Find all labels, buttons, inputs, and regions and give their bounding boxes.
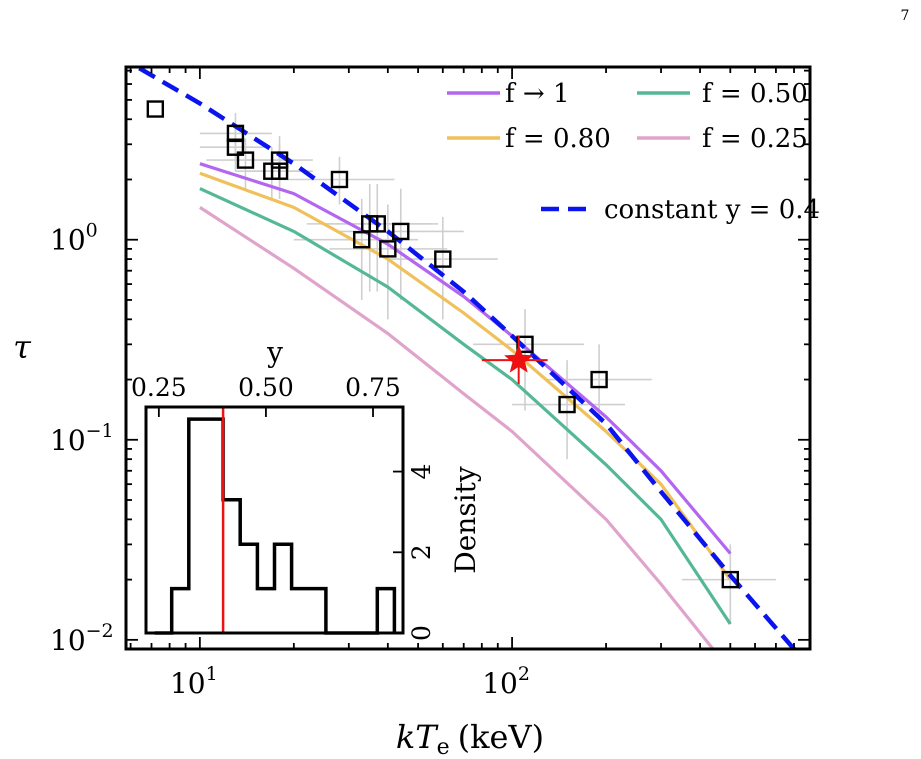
inset-axis-ticks: 0.25 0.50 0.75 0 2 4: [131, 373, 436, 641]
data-point-5: [270, 151, 289, 169]
data-point-6: [270, 162, 289, 180]
legend-label-f025: f = 0.25: [702, 124, 808, 154]
inset-y-tick-label-2: 4: [407, 464, 436, 480]
inset-y-tick-label-0: 0: [407, 625, 436, 641]
inset-background: [146, 407, 403, 633]
data-point-2: [226, 138, 245, 156]
curve-f025: [199, 206, 715, 649]
data-points: [146, 100, 740, 589]
legend: f → 1 f = 0.50 f = 0.80 f = 0.25 constant y …: [447, 79, 820, 225]
legend-label-const: constant y = 0.4: [604, 195, 820, 225]
page-number: 7: [901, 8, 910, 24]
data-point-15: [558, 395, 576, 414]
curve-f080: [199, 171, 732, 581]
inset-y-tick-label-1: 2: [407, 544, 436, 560]
data-point-17: [721, 570, 740, 589]
curve-const: [138, 67, 796, 649]
legend-label-f050: f = 0.50: [702, 79, 808, 109]
x-tick-label-1: 102: [482, 663, 530, 700]
x-tick-label-0: 101: [170, 663, 218, 700]
legend-label-f1: f → 1: [505, 79, 569, 109]
y-axis-label: τ: [13, 328, 32, 366]
y-tick-label-1: 10−1: [50, 420, 114, 457]
y-tick-label-2: 10−2: [50, 620, 114, 657]
data-point-3: [236, 151, 255, 169]
star-marker: [504, 344, 534, 373]
model-curves: [138, 67, 796, 649]
inset-y-axis-label: Density: [449, 466, 482, 574]
inset-axes-frame: [144, 405, 405, 635]
data-point-14: [516, 335, 534, 354]
data-point-10: [368, 215, 386, 233]
curve-f050: [199, 187, 732, 625]
data-point-13: [434, 250, 452, 268]
inset-x-tick-label-1: 0.50: [238, 373, 294, 402]
star-point: [481, 336, 548, 385]
curve-f1: [199, 162, 732, 555]
data-point-7: [330, 170, 349, 189]
data-point-12: [392, 222, 410, 241]
main-chart: 101 102 100 10−1 10−2 kTe (keV) τ f → 1 f = 0.…: [13, 65, 820, 759]
main-axis-ticks: 101 102 100 10−1 10−2: [50, 67, 811, 700]
inset-x-tick-label-0: 0.25: [131, 373, 187, 402]
data-point-0: [146, 100, 165, 118]
y-tick-label-0: 100: [50, 220, 98, 257]
x-axis-label: kTe (keV): [396, 718, 544, 759]
inset-x-tick-label-2: 0.75: [345, 373, 401, 402]
inset-title: y: [266, 336, 283, 369]
legend-label-f080: f = 0.80: [505, 124, 611, 154]
inset-histogram: 0.25 0.50 0.75 0 2 4 y Density: [131, 336, 482, 641]
main-axes-frame: [124, 65, 812, 651]
data-point-11: [379, 240, 397, 258]
data-point-16: [590, 370, 608, 389]
